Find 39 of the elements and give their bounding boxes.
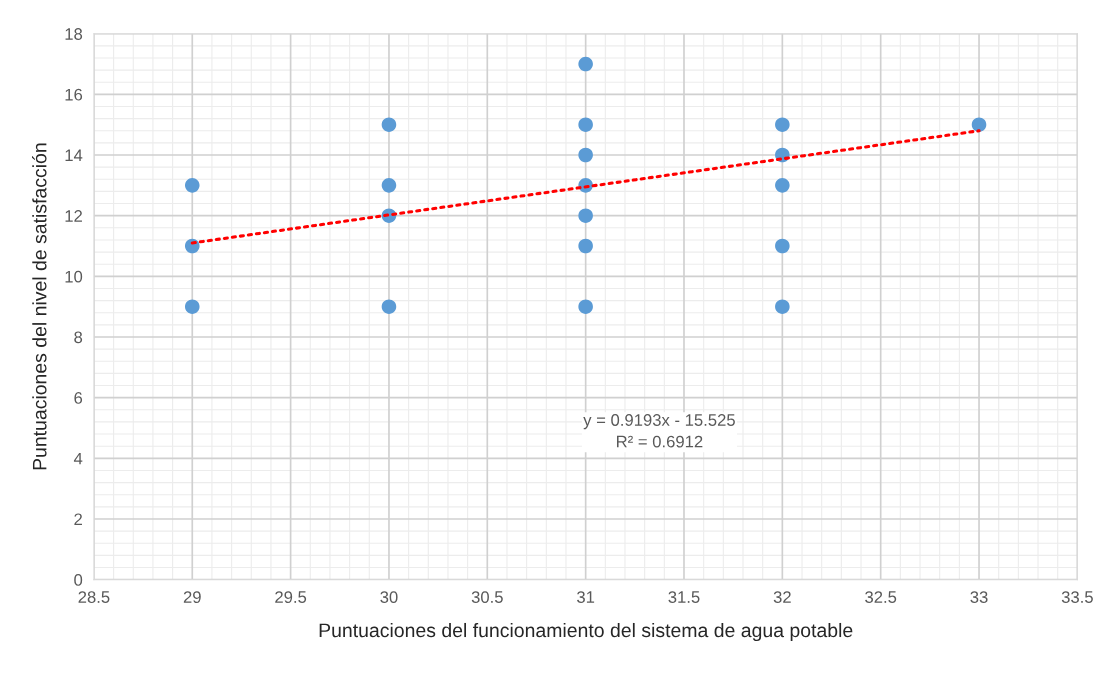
point xyxy=(578,299,593,314)
y-tick-label: 8 xyxy=(74,331,83,344)
point xyxy=(578,238,593,254)
y-tick-label: 18 xyxy=(65,28,83,40)
y-tick-label: 10 xyxy=(65,270,83,283)
x-tick-label: 33.5 xyxy=(1061,591,1093,603)
point xyxy=(775,178,790,193)
x-tick-label: 32.5 xyxy=(865,591,897,603)
x-tick-label: 28.5 xyxy=(78,591,110,603)
y-axis-title: Puntuaciones del nivel de satisfacción xyxy=(32,143,47,470)
y-tick-label: 2 xyxy=(74,513,82,526)
point xyxy=(184,178,200,193)
point xyxy=(578,147,593,163)
y-tick-label: 0 xyxy=(74,574,83,586)
x-tick-label: 29 xyxy=(183,591,201,603)
point xyxy=(381,178,397,193)
x-axis-title: Puntuaciones del funcionamiento del sistema de agua potable xyxy=(319,622,853,642)
x-tick-label: 33 xyxy=(970,591,988,603)
y-tick-label: 14 xyxy=(65,149,83,162)
point xyxy=(775,238,790,254)
y-tick-label: 4 xyxy=(73,452,83,465)
y-tick-label: 12 xyxy=(65,210,82,222)
point xyxy=(578,208,593,223)
point xyxy=(381,299,397,314)
x-tick-label: 30 xyxy=(380,591,398,603)
x-tick-label: 30.5 xyxy=(471,591,503,603)
x-tick-label: 29.5 xyxy=(275,591,307,603)
point xyxy=(578,56,593,72)
y-tick-label: 16 xyxy=(65,88,83,101)
y-tick-label: 6 xyxy=(74,392,83,404)
x-tick-label: 32 xyxy=(773,591,791,603)
point xyxy=(775,117,790,132)
point xyxy=(775,299,790,314)
point xyxy=(184,299,200,314)
point xyxy=(578,117,593,132)
x-tick-label: 31 xyxy=(577,591,595,603)
annotation: y = 0.9193x - 15.525 R² = 0.6912 xyxy=(583,414,735,448)
point xyxy=(381,117,397,132)
x-tick-label: 31.5 xyxy=(668,591,700,603)
